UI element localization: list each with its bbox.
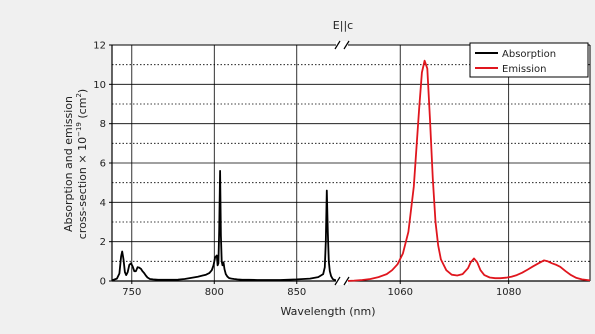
chart-title-text: E||c bbox=[333, 19, 353, 32]
y-tick-label: 10 bbox=[93, 80, 106, 91]
y-axis-title: Absorption and emission cross-section × … bbox=[62, 89, 89, 239]
chart-title: E||c bbox=[333, 19, 353, 32]
y-axis-title-prefix: cross-section × 10 bbox=[76, 137, 89, 239]
y-tick-label: 8 bbox=[100, 119, 106, 130]
y-tick-label: 4 bbox=[100, 198, 106, 209]
legend-box bbox=[469, 42, 589, 78]
x-axis-title: Wavelength (nm) bbox=[280, 305, 375, 318]
series-line-emission bbox=[345, 59, 591, 282]
x-tick-label: 850 bbox=[287, 287, 306, 298]
y-tick-label: 12 bbox=[93, 41, 106, 52]
axis-break-gap-bottom bbox=[336, 277, 348, 285]
y-axis-title-exp1: −19 bbox=[75, 122, 83, 137]
legend-label-absorption: Absorption bbox=[502, 49, 556, 60]
axis-break-gap-top bbox=[336, 41, 348, 49]
y-tick-label: 0 bbox=[100, 277, 106, 288]
x-tick-label: 1060 bbox=[387, 287, 412, 298]
legend: Absorption Emission bbox=[469, 42, 589, 78]
legend-label-emission: Emission bbox=[502, 64, 547, 75]
x-tick-label: 750 bbox=[122, 287, 141, 298]
axis-break-mark bbox=[343, 276, 350, 286]
y-axis-title-exp2: 2 bbox=[75, 93, 83, 97]
y-axis-title-suffix: ) bbox=[76, 89, 89, 93]
y-axis-title-mid: (cm bbox=[76, 98, 89, 123]
x-tick-label: 1080 bbox=[496, 287, 521, 298]
y-tick-label: 6 bbox=[100, 159, 106, 170]
y-axis-title-line1: Absorption and emission bbox=[62, 96, 75, 232]
axis-break-mark bbox=[343, 40, 350, 50]
y-axis-title-line2: cross-section × 10−19 (cm2) bbox=[75, 89, 89, 239]
axis-break-mark bbox=[334, 276, 341, 286]
axis-break-layer bbox=[334, 40, 350, 286]
x-tick-label: 800 bbox=[205, 287, 224, 298]
series-line-absorption bbox=[111, 169, 339, 282]
axis-break-mark bbox=[334, 40, 341, 50]
series-layer bbox=[111, 59, 591, 282]
y-tick-label: 2 bbox=[100, 237, 106, 248]
grid-layer bbox=[112, 44, 590, 281]
